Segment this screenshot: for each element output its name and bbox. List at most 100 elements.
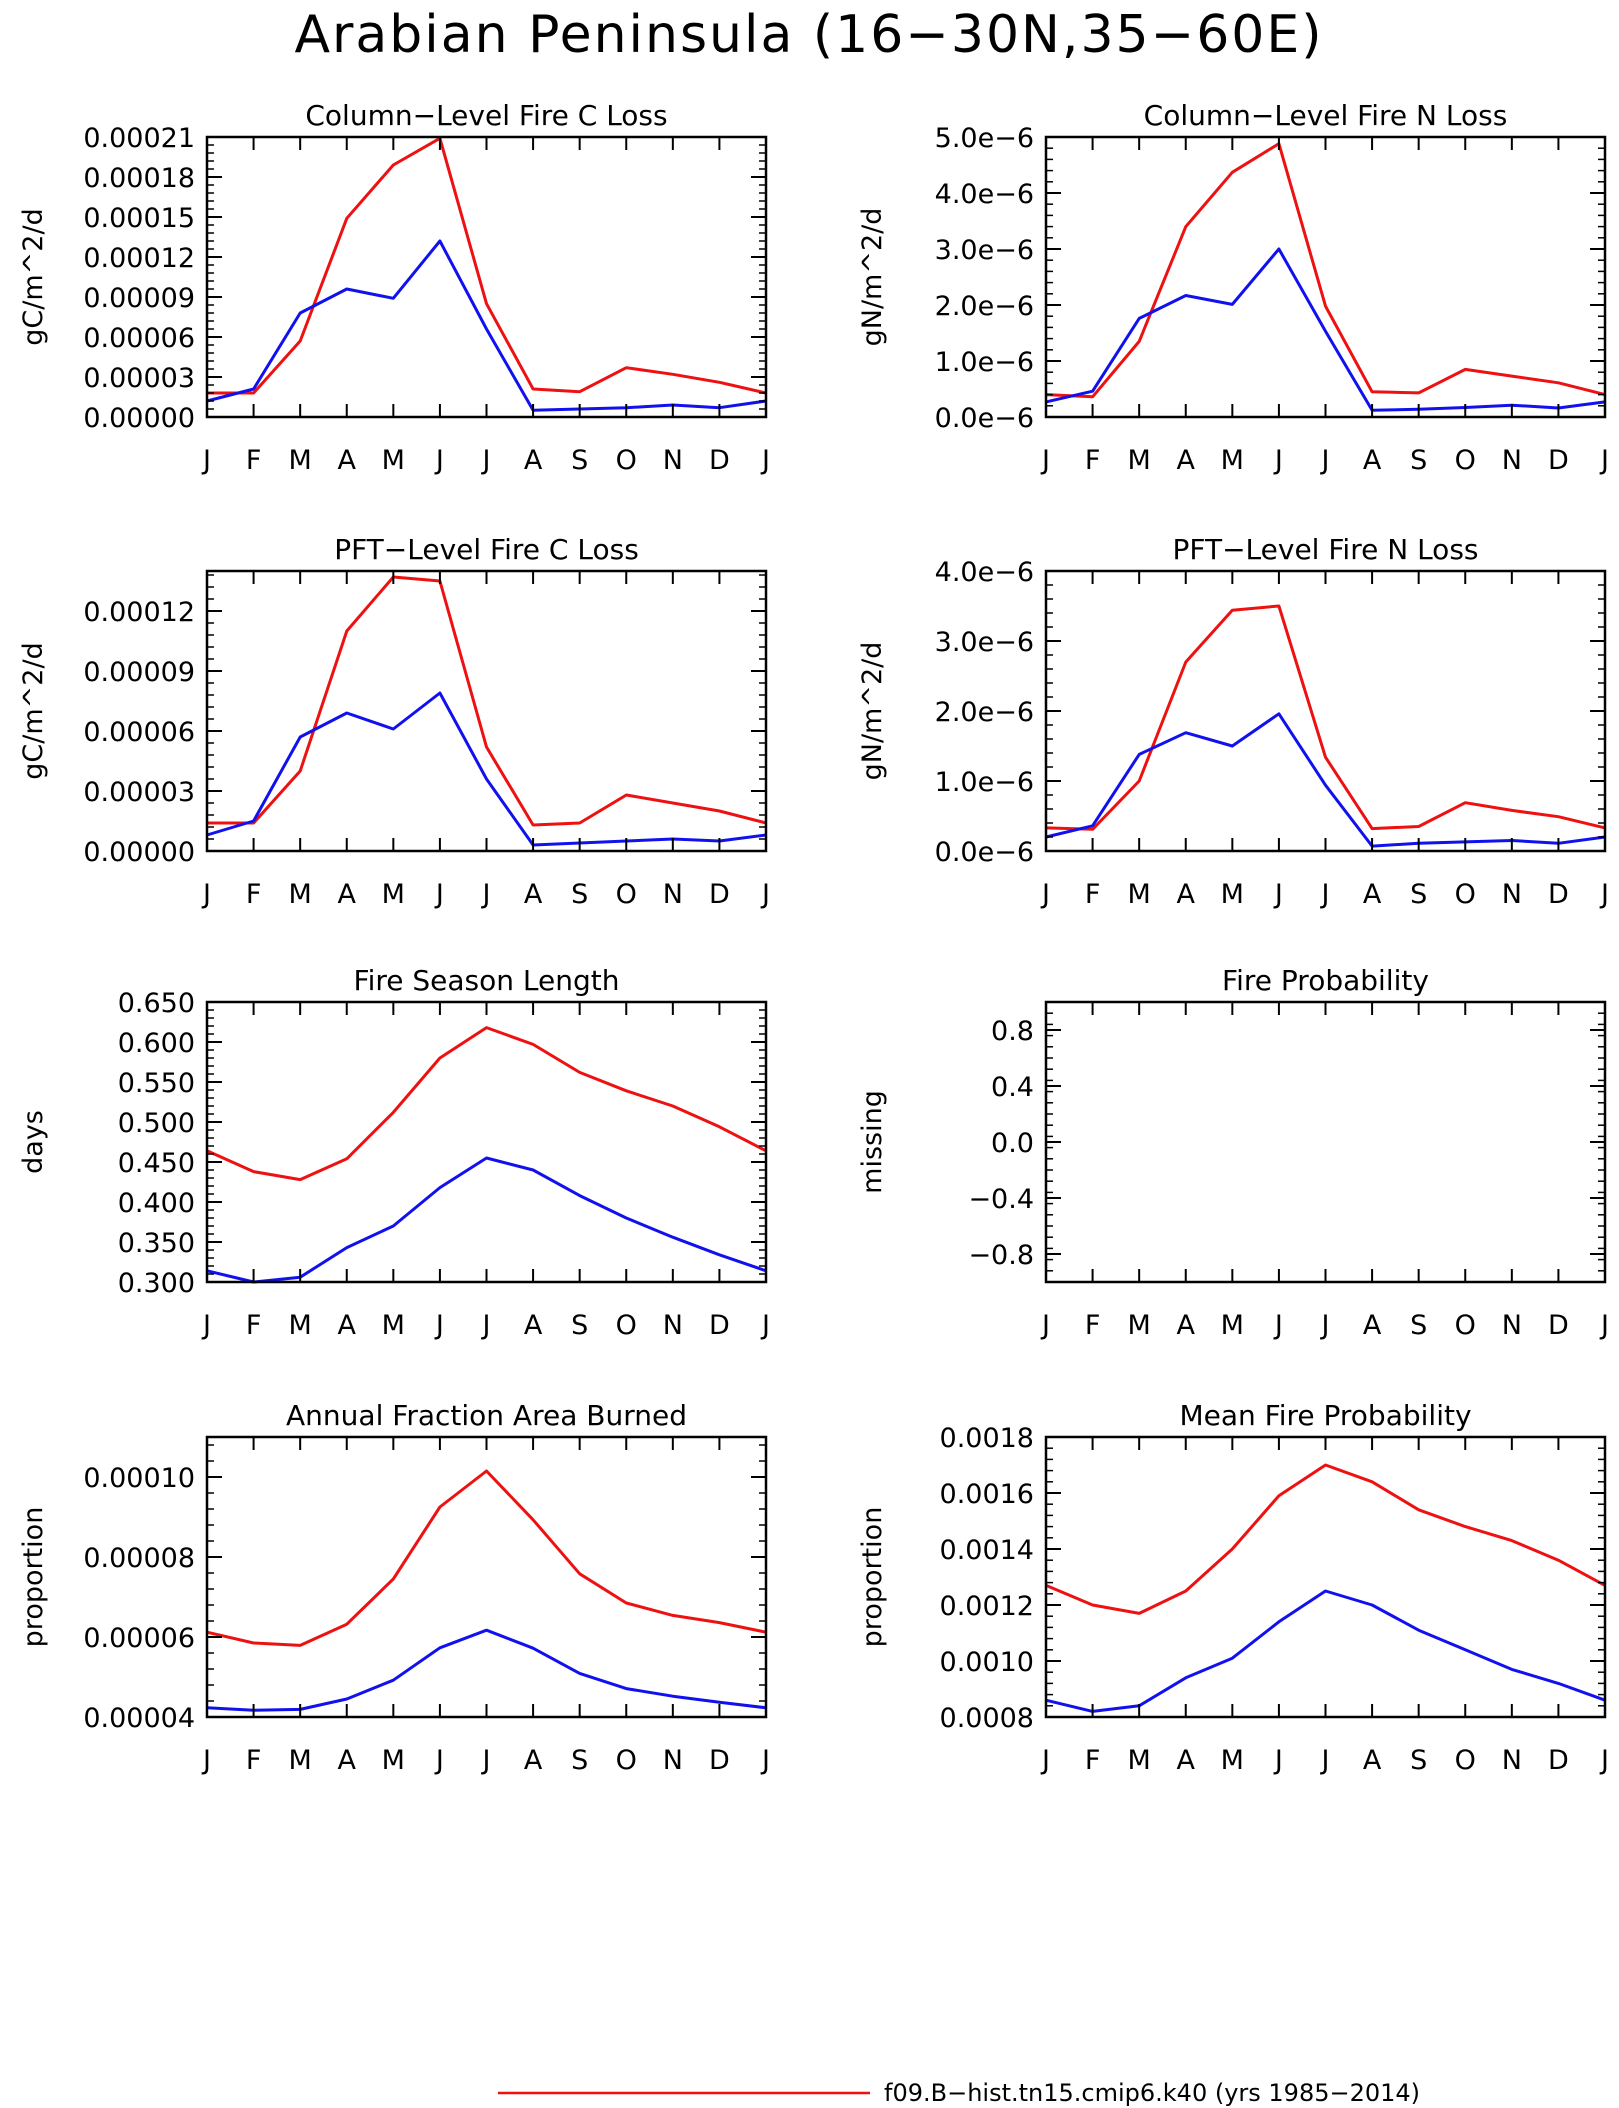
x-tick-label: F: [246, 1310, 262, 1341]
x-tick-label: O: [1455, 445, 1476, 476]
x-tick-label: M: [1128, 879, 1151, 910]
x-tick-label: J: [434, 1310, 444, 1341]
plot-frame: [1044, 135, 1607, 419]
x-tick-label: J: [434, 1745, 444, 1776]
x-tick-label: J: [481, 445, 491, 476]
y-tick-label: 1.0e−6: [935, 767, 1034, 798]
x-tick-label: J: [1320, 1745, 1330, 1776]
y-tick-label: 0.00009: [83, 657, 195, 688]
x-tick-label: S: [1410, 1310, 1427, 1341]
y-tick-label: 0.00010: [83, 1463, 195, 1494]
chart-title: Column−Level Fire N Loss: [1144, 99, 1508, 132]
x-tick-label: A: [1177, 1310, 1196, 1341]
x-tick-label: N: [663, 1310, 683, 1341]
series-line-red: [1045, 1463, 1606, 1615]
chart-title: Mean Fire Probability: [1179, 1399, 1471, 1432]
y-axis-label: proportion: [857, 1507, 888, 1648]
x-tick-label: A: [524, 1745, 543, 1776]
y-tick-label: 0.00000: [83, 403, 195, 434]
y-tick-label: 2.0e−6: [935, 291, 1034, 322]
legend: f09.B−hist.tn15.cmip6.k40 (yrs 1985−2014…: [498, 2079, 1420, 2107]
x-tick-label: M: [1128, 1745, 1151, 1776]
y-axis-label: gN/m^2/d: [857, 642, 888, 781]
y-tick-label: 0.00003: [83, 363, 195, 394]
y-tick-label: 0.600: [118, 1028, 195, 1059]
y-tick-label: 0.0010: [940, 1647, 1034, 1678]
x-tick-label: J: [1320, 445, 1330, 476]
plot-frame: [205, 1435, 768, 1719]
series-line-blue: [1045, 712, 1606, 848]
x-tick-label: J: [1273, 1310, 1283, 1341]
y-axis-label: gC/m^2/d: [18, 208, 49, 345]
y-tick-label: 0.0012: [940, 1591, 1034, 1622]
chart-title: Fire Probability: [1222, 964, 1429, 997]
x-tick-label: A: [1363, 879, 1382, 910]
x-tick-label: O: [1455, 1745, 1476, 1776]
x-tick-label: A: [1363, 1310, 1382, 1341]
y-tick-label: 0.300: [118, 1268, 195, 1299]
y-tick-label: 0.00006: [83, 1623, 195, 1654]
x-tick-label: J: [1273, 879, 1283, 910]
y-axis-label: proportion: [18, 1507, 49, 1648]
x-tick-label: J: [434, 879, 444, 910]
y-tick-label: 0.650: [118, 988, 195, 1019]
x-tick-label: J: [481, 1745, 491, 1776]
chart-title: PFT−Level Fire C Loss: [334, 533, 639, 566]
y-tick-label: 0.400: [118, 1188, 195, 1219]
x-tick-label: O: [616, 1310, 637, 1341]
y-tick-label: 0.00004: [83, 1703, 195, 1734]
x-tick-label: A: [338, 1310, 357, 1341]
x-tick-label: J: [1040, 445, 1050, 476]
y-tick-label: 1.0e−6: [935, 347, 1034, 378]
y-tick-label: 4.0e−6: [935, 179, 1034, 210]
x-tick-label: M: [382, 445, 405, 476]
series-line-blue: [206, 239, 767, 412]
y-tick-label: 0.00015: [83, 203, 195, 234]
y-tick-label: 0.00003: [83, 777, 195, 808]
x-tick-label: J: [760, 879, 770, 910]
y-tick-label: 2.0e−6: [935, 697, 1034, 728]
y-tick-label: 0.00009: [83, 283, 195, 314]
x-tick-label: M: [1221, 1745, 1244, 1776]
x-tick-label: A: [1177, 1745, 1196, 1776]
x-tick-label: J: [201, 445, 211, 476]
x-tick-label: O: [616, 879, 637, 910]
x-tick-label: J: [760, 1745, 770, 1776]
y-tick-label: 0.0008: [940, 1703, 1034, 1734]
x-tick-label: S: [571, 879, 588, 910]
y-tick-label: 0.0e−6: [935, 837, 1034, 868]
x-tick-label: J: [481, 1310, 491, 1341]
x-tick-label: F: [1085, 1310, 1101, 1341]
x-tick-label: D: [1548, 1310, 1569, 1341]
x-tick-label: J: [201, 1310, 211, 1341]
x-tick-label: J: [760, 445, 770, 476]
x-tick-label: J: [1599, 879, 1609, 910]
x-tick-label: M: [1221, 445, 1244, 476]
x-tick-label: D: [1548, 445, 1569, 476]
y-tick-label: 0.0: [991, 1128, 1034, 1159]
x-tick-label: A: [338, 1745, 357, 1776]
x-tick-label: N: [1502, 1745, 1522, 1776]
y-tick-label: 0.00000: [83, 837, 195, 868]
x-tick-label: A: [1363, 445, 1382, 476]
x-tick-label: F: [246, 879, 262, 910]
x-tick-label: N: [663, 1745, 683, 1776]
x-tick-label: J: [434, 445, 444, 476]
x-tick-label: M: [1128, 1310, 1151, 1341]
y-tick-label: 0.00006: [83, 323, 195, 354]
series-line-blue: [1045, 247, 1606, 412]
plot-frame: [1044, 1435, 1607, 1719]
x-tick-label: M: [289, 879, 312, 910]
chart-title: Column−Level Fire C Loss: [305, 99, 667, 132]
chart-title: PFT−Level Fire N Loss: [1172, 533, 1478, 566]
y-axis-label: gN/m^2/d: [857, 208, 888, 347]
x-tick-label: J: [201, 1745, 211, 1776]
figure-title: Arabian Peninsula (16−30N,35−60E): [294, 5, 1323, 65]
x-tick-label: J: [1273, 445, 1283, 476]
